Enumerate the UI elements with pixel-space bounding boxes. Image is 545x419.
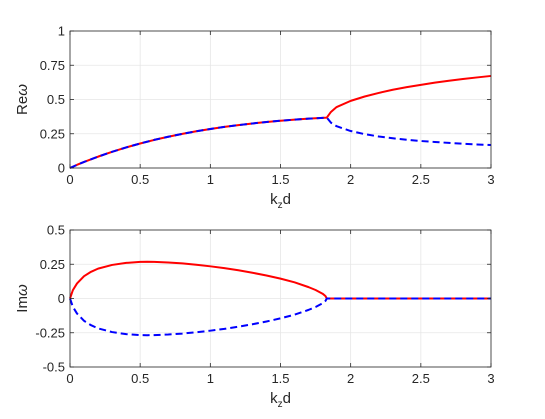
bottom-ytick-label-1: -0.25 bbox=[35, 325, 65, 340]
top-series-blue-dashed bbox=[69, 116, 492, 169]
top-xtick-label-0: 0 bbox=[66, 172, 73, 187]
bottom-xtick-label-0: 0 bbox=[66, 371, 73, 386]
top-ytick-label-0: 0 bbox=[58, 161, 65, 176]
top-chart: 0 0.5 1 1.5 2 2.5 3 0 0.25 0.5 0.75 1 kzd Reω bbox=[14, 24, 495, 212]
top-xtick-label-3: 1.5 bbox=[271, 172, 289, 187]
bottom-xtick-label-3: 1.5 bbox=[271, 371, 289, 386]
top-ytick-label-1: 0.25 bbox=[40, 126, 65, 141]
bottom-xtick-label-1: 0.5 bbox=[131, 371, 149, 386]
top-xtick-label-5: 2.5 bbox=[412, 172, 430, 187]
top-xtick-label-1: 0.5 bbox=[131, 172, 149, 187]
bottom-series-red-solid bbox=[69, 260, 491, 300]
bottom-ytick-label-4: 0.5 bbox=[47, 223, 65, 238]
top-xlabel: kzd bbox=[270, 191, 291, 211]
bottom-xtick-label-6: 3 bbox=[487, 371, 494, 386]
bottom-ytick-label-2: 0 bbox=[58, 291, 65, 306]
top-xtick-label-2: 1 bbox=[207, 172, 214, 187]
top-ytick-label-2: 0.5 bbox=[47, 92, 65, 107]
bottom-series-blue-dashed bbox=[69, 297, 491, 337]
top-xtick-label-6: 3 bbox=[487, 172, 494, 187]
bottom-xtick-label-4: 2 bbox=[347, 371, 354, 386]
top-ylabel: Reω bbox=[14, 84, 31, 115]
bottom-ytick-label-0: -0.5 bbox=[43, 360, 65, 375]
top-xtick-label-4: 2 bbox=[347, 172, 354, 187]
top-ytick-label-3: 0.75 bbox=[40, 58, 65, 73]
bottom-xlabel: kzd bbox=[270, 390, 291, 410]
bottom-chart: 0 0.5 1 1.5 2 2.5 3 -0.5 -0.25 0 0.25 0.5 kzd Imω bbox=[14, 223, 495, 411]
bottom-xtick-label-2: 1 bbox=[207, 371, 214, 386]
bottom-ytick-label-3: 0.25 bbox=[40, 257, 65, 272]
top-ytick-label-4: 1 bbox=[58, 24, 65, 39]
bottom-xtick-label-5: 2.5 bbox=[412, 371, 430, 386]
bottom-ylabel: Imω bbox=[14, 284, 31, 313]
